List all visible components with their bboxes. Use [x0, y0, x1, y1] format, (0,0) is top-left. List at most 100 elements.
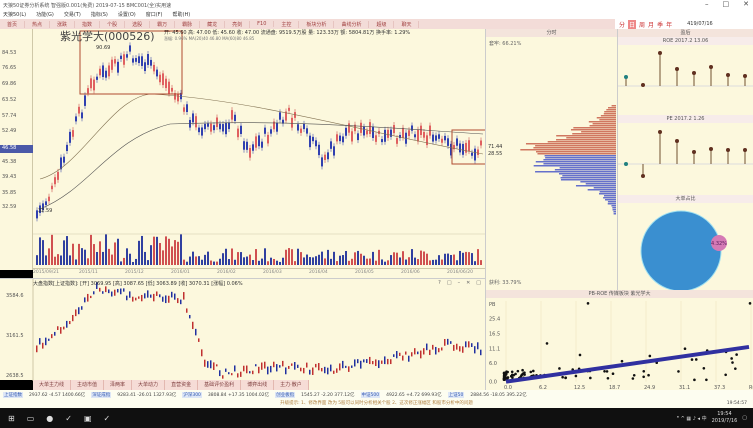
toolbar-tab[interactable]: 主控: [274, 20, 300, 28]
candle: [315, 140, 317, 147]
scatter-title: PB-ROE 传媒板块 紫光学大: [486, 290, 753, 298]
candle: [90, 78, 92, 89]
period-tab[interactable]: 分: [619, 21, 626, 29]
ticker-name[interactable]: 上证50: [447, 391, 465, 398]
toolbar-tab[interactable]: 热点: [25, 20, 51, 28]
volume-bar: [141, 235, 143, 265]
ticker-name[interactable]: 中证500: [360, 391, 381, 398]
scatter-point: [521, 368, 524, 372]
menu-item[interactable]: 交易(T): [63, 12, 81, 18]
toolbar-tab[interactable]: 涨跌: [50, 20, 76, 28]
period-tab[interactable]: 月: [648, 21, 655, 29]
index-control-button[interactable]: ✕: [466, 280, 471, 286]
menu-item[interactable]: 窗口(F): [145, 12, 163, 18]
indicator-tab[interactable]: 主力·散户: [274, 380, 309, 390]
period-tab[interactable]: 季: [657, 21, 664, 29]
close-button[interactable]: ✕: [743, 0, 749, 8]
scatter-point: [730, 357, 733, 360]
toolbar-tab[interactable]: 选股: [125, 20, 151, 28]
dot: [726, 148, 730, 152]
index-control-button[interactable]: □: [476, 280, 481, 286]
candle: [258, 135, 260, 147]
indicator-tab[interactable]: 大单动力: [132, 380, 166, 390]
toolbar-tab[interactable]: 藏龙: [200, 20, 226, 28]
volume-bar: [411, 249, 413, 265]
volume-bar: [69, 255, 71, 265]
indicator-tab[interactable]: 泽两率: [104, 380, 133, 390]
menu-item[interactable]: 帮助(H): [172, 12, 191, 18]
volume-bar: [117, 238, 119, 265]
stock-name: 紫光学大: [60, 30, 104, 43]
app-icon[interactable]: ✓: [65, 413, 72, 423]
index-control-button[interactable]: ?: [438, 280, 441, 286]
task-view-icon[interactable]: ▭: [26, 413, 35, 423]
period-tab[interactable]: 周: [639, 21, 646, 29]
period-tab[interactable]: 日: [628, 19, 637, 29]
toolbar-tab[interactable]: 聊天: [394, 20, 420, 28]
app-icon[interactable]: ▣: [83, 413, 92, 423]
toolbar-tab[interactable]: 指数: [75, 20, 101, 28]
volume-bar: [81, 248, 83, 265]
scatter-point: [702, 366, 706, 370]
chip-bar: [589, 125, 616, 127]
toolbar-tab[interactable]: 霸脉: [175, 20, 201, 28]
scatter-point: [734, 367, 737, 370]
period-tab[interactable]: 年: [666, 21, 673, 29]
ticker-name[interactable]: 创业板指: [275, 391, 296, 398]
clock[interactable]: 19:54 2019/7/16: [712, 411, 738, 425]
volume-bar: [63, 240, 65, 265]
app-icon[interactable]: ✓: [103, 413, 111, 423]
chip-bar: [535, 161, 616, 163]
candle: [336, 134, 338, 142]
distribution-price: 71.44: [488, 144, 502, 150]
ma-line: [39, 122, 484, 210]
maximize-button[interactable]: □: [722, 0, 730, 8]
scatter-y-tick: 11.1: [489, 347, 500, 353]
indicator-tab[interactable]: 博弈出线: [241, 380, 275, 390]
toolbar-tab[interactable]: 个股: [100, 20, 126, 28]
index-candle: [360, 360, 362, 369]
toolbar-tab[interactable]: 曲线分析: [334, 20, 370, 28]
notification-icon[interactable]: ▢: [742, 415, 747, 421]
candle: [477, 149, 479, 156]
ticker-name[interactable]: 上证指数: [3, 391, 23, 398]
candle: [129, 45, 131, 52]
volume-bar: [165, 236, 167, 265]
volume-bar: [342, 255, 344, 265]
candle: [231, 110, 233, 120]
volume-bar: [129, 253, 131, 265]
index-chart[interactable]: 大盘指数[上证指数]: [开] 3069.95 [高] 3087.65 [低] …: [0, 278, 485, 381]
stock-code: (000526): [104, 30, 155, 43]
indicator-tab[interactable]: 大单主力线: [33, 380, 72, 390]
indicator-tab[interactable]: 直营资金: [165, 380, 199, 390]
tray-icons[interactable]: ᴿ ^ ▦ ♪ ◂ 中: [676, 415, 707, 422]
app-icon[interactable]: ●: [46, 413, 54, 423]
index-candle: [156, 291, 158, 296]
index-control-button[interactable]: □: [446, 280, 452, 286]
candle: [348, 123, 350, 133]
menu-item[interactable]: 功能(G): [36, 12, 54, 18]
menu-item[interactable]: 指标(S): [90, 12, 108, 18]
candle: [288, 107, 290, 111]
toolbar-tab[interactable]: 板块分析: [299, 20, 335, 28]
menu-item[interactable]: 设置(O): [117, 12, 136, 18]
toolbar-tab[interactable]: 首页: [0, 20, 26, 28]
minimize-button[interactable]: –: [705, 0, 709, 8]
indicator-tab[interactable]: 主动市值: [71, 380, 105, 390]
menu-item[interactable]: 天狼50(L): [3, 12, 27, 18]
kline-chart[interactable]: 90.69 32.59: [0, 29, 488, 270]
volume-bar: [438, 255, 440, 265]
windows-start-icon[interactable]: ⊞: [8, 413, 15, 423]
toolbar-tab[interactable]: 超级: [369, 20, 395, 28]
toolbar-tab[interactable]: 亮剑: [225, 20, 251, 28]
index-control-button[interactable]: –: [457, 280, 461, 286]
ticker-name[interactable]: 沪深300: [182, 391, 202, 398]
index-candle: [141, 294, 143, 302]
ticker-name[interactable]: 深证成指: [91, 391, 112, 398]
volume-bar: [138, 240, 140, 265]
index-candle: [372, 361, 374, 365]
candle: [96, 76, 98, 80]
indicator-tab[interactable]: 基础评价盈利: [198, 380, 242, 390]
toolbar-tab[interactable]: 霸万: [150, 20, 176, 28]
toolbar-tab[interactable]: F10: [250, 21, 275, 27]
